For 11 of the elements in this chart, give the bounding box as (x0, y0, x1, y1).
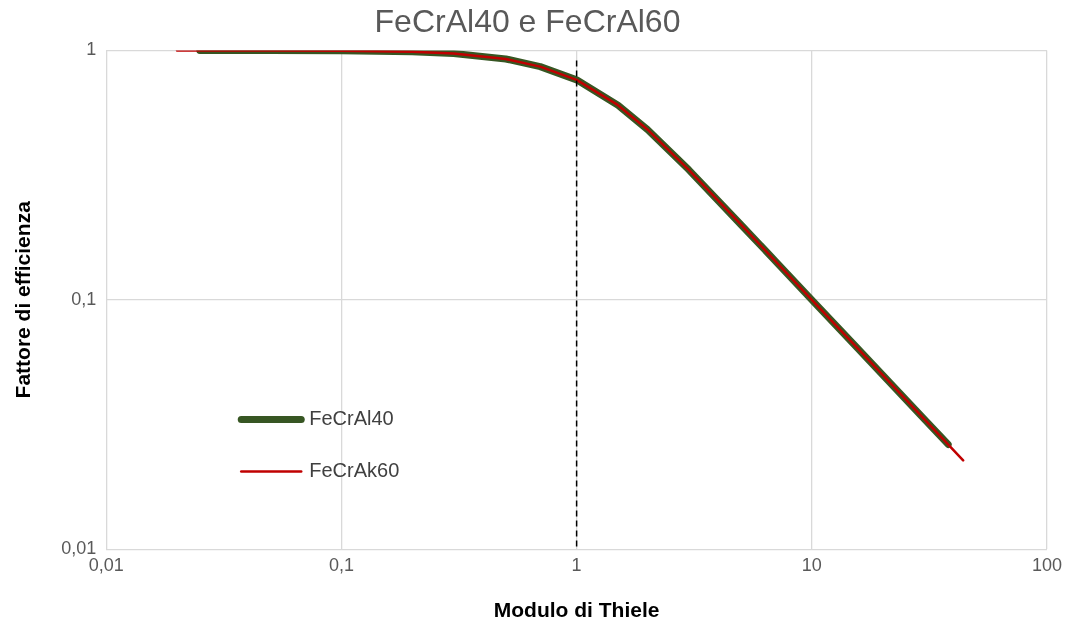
x-tick-label: 0,1 (328, 554, 354, 575)
x-tick-label: 1 (571, 554, 582, 575)
x-tick-label: 100 (1031, 554, 1063, 575)
y-tick-label: 0,1 (71, 288, 97, 309)
y-axis-title: Fattore di efficienza (11, 200, 35, 399)
y-tick-label: 1 (86, 39, 97, 60)
chart-title: FeCrAl40 e FeCrAl60 (374, 3, 681, 40)
x-axis-title: Modulo di Thiele (493, 598, 660, 622)
legend-label: FeCrAk60 (309, 459, 400, 482)
legend-label: FeCrAl40 (309, 407, 394, 430)
x-tick-label: 10 (801, 554, 822, 575)
